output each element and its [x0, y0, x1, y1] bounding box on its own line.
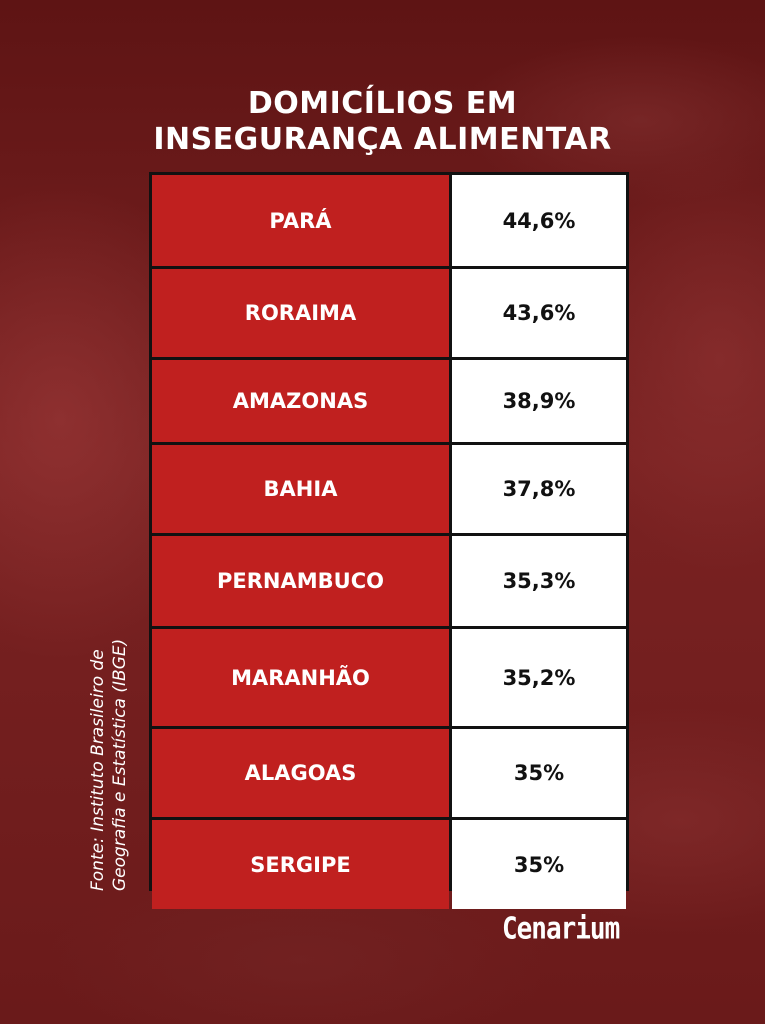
- page-title: DOMICÍLIOS EM INSEGURANÇA ALIMENTAR: [0, 86, 765, 158]
- table-cell-state: PERNAMBUCO: [152, 536, 449, 626]
- table-cell-value: 35,2%: [452, 629, 626, 726]
- table-cell-value: 35,3%: [452, 536, 626, 626]
- data-table: PARÁ 44,6% RORAIMA 43,6% AMAZONAS 38,9% …: [149, 172, 629, 909]
- table-cell-value: 35%: [452, 729, 626, 817]
- table-cell-value: 38,9%: [452, 360, 626, 442]
- table-cell-state: RORAIMA: [152, 269, 449, 357]
- table-cell-state: PARÁ: [152, 175, 449, 266]
- title-line-2: INSEGURANÇA ALIMENTAR: [153, 122, 612, 157]
- table-cell-state: MARANHÃO: [152, 629, 449, 726]
- table-cell-value: 44,6%: [452, 175, 626, 266]
- table-cell-state: SERGIPE: [152, 820, 449, 909]
- table-cell-state: ALAGOAS: [152, 729, 449, 817]
- source-line-1: Fonte: Instituto Brasileiro de: [88, 649, 108, 891]
- table-cell-value: 35%: [452, 820, 626, 909]
- table-cell-value: 37,8%: [452, 445, 626, 533]
- table-cell-value: 43,6%: [452, 269, 626, 357]
- table-cell-state: AMAZONAS: [152, 360, 449, 442]
- title-line-1: DOMICÍLIOS EM: [247, 86, 518, 121]
- source-line-2: Geografia e Estatística (IBGE): [110, 638, 130, 891]
- source-caption: Fonte: Instituto Brasileiro de Geografia…: [87, 599, 131, 891]
- cenarium-logo: Cenarium: [502, 912, 620, 947]
- table-cell-state: BAHIA: [152, 445, 449, 533]
